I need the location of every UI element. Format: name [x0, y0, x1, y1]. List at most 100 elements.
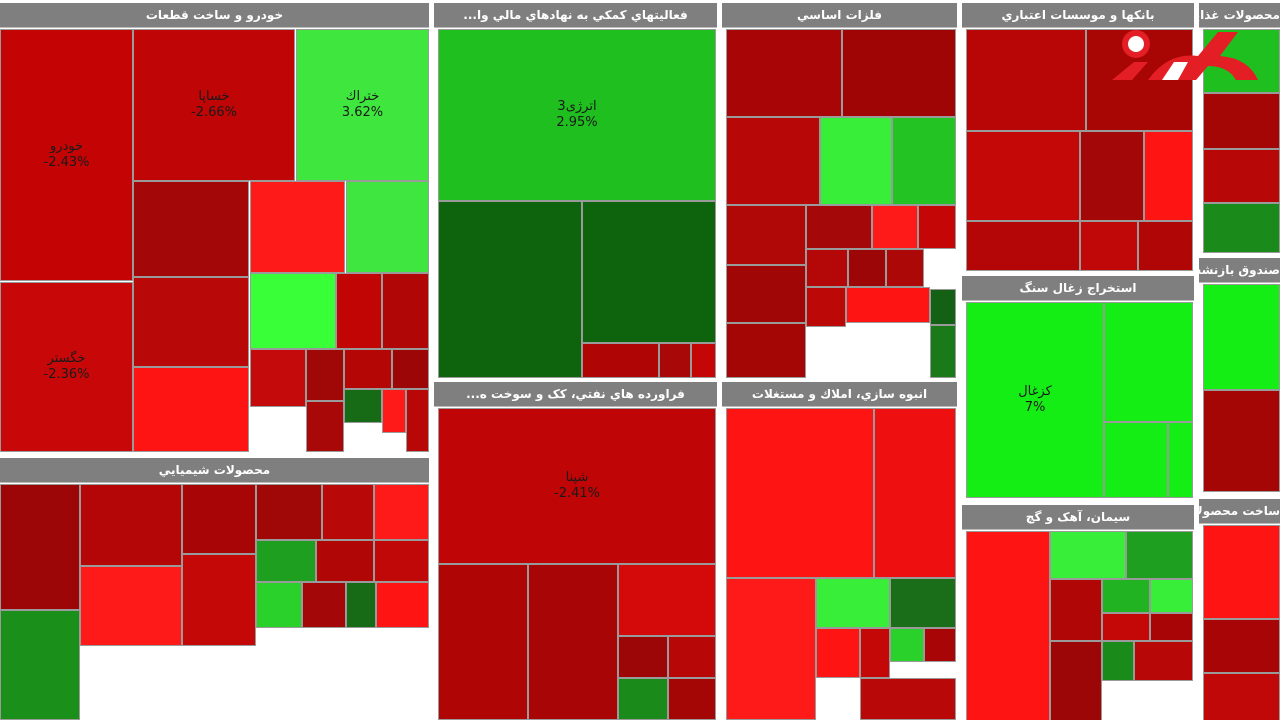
treemap-cell[interactable]: [618, 678, 668, 720]
treemap-cell[interactable]: [1080, 131, 1144, 221]
treemap-cell[interactable]: خگستر -2.36%: [0, 282, 133, 452]
treemap-cell[interactable]: [1203, 390, 1280, 492]
treemap-cell[interactable]: [892, 117, 956, 205]
treemap-cell[interactable]: [966, 531, 1050, 720]
treemap-cell[interactable]: [1050, 531, 1126, 579]
treemap-cell[interactable]: [806, 287, 846, 327]
treemap-cell[interactable]: [316, 540, 374, 582]
treemap-cell[interactable]: [182, 554, 256, 646]
treemap-cell[interactable]: [1138, 221, 1193, 271]
treemap-cell[interactable]: [306, 349, 344, 401]
treemap-cell[interactable]: [382, 389, 406, 433]
treemap-cell[interactable]: [806, 249, 848, 287]
treemap-cell[interactable]: [668, 678, 716, 720]
treemap-cell[interactable]: [1203, 673, 1280, 720]
treemap-cell[interactable]: [1203, 284, 1280, 390]
treemap-cell[interactable]: [0, 610, 80, 720]
treemap-cell[interactable]: [80, 566, 182, 646]
treemap-cell[interactable]: [302, 582, 346, 628]
treemap-cell[interactable]: [1150, 613, 1193, 641]
treemap-cell[interactable]: [346, 181, 429, 273]
treemap-cell[interactable]: [860, 628, 890, 678]
treemap-cell[interactable]: [1203, 149, 1280, 203]
treemap-cell[interactable]: [918, 205, 956, 249]
treemap-cell[interactable]: [382, 273, 429, 349]
treemap-cell[interactable]: [1144, 131, 1193, 221]
treemap-cell[interactable]: [726, 117, 820, 205]
treemap-cell[interactable]: [726, 205, 806, 265]
treemap-cell[interactable]: [820, 117, 892, 205]
treemap-cell[interactable]: [582, 343, 659, 378]
treemap-cell[interactable]: [376, 582, 429, 628]
treemap-cell[interactable]: [874, 408, 956, 578]
treemap-cell[interactable]: ختراك 3.62%: [296, 29, 429, 181]
treemap-cell[interactable]: [1102, 613, 1150, 641]
treemap-cell[interactable]: [392, 349, 429, 389]
treemap-cell[interactable]: [1102, 641, 1134, 681]
treemap-cell[interactable]: [528, 564, 618, 720]
treemap-cell[interactable]: [250, 181, 345, 273]
treemap-cell[interactable]: [133, 181, 249, 277]
treemap-cell[interactable]: [726, 265, 806, 323]
treemap-cell[interactable]: [322, 484, 374, 540]
treemap-cell[interactable]: [726, 29, 842, 117]
treemap-cell[interactable]: [1203, 203, 1280, 253]
treemap-cell[interactable]: [618, 564, 716, 636]
treemap-cell[interactable]: [886, 249, 924, 287]
treemap-cell[interactable]: [691, 343, 716, 378]
treemap-cell[interactable]: [438, 201, 582, 378]
treemap-cell[interactable]: [1168, 422, 1193, 498]
treemap-cell[interactable]: خودرو -2.43%: [0, 29, 133, 281]
treemap-cell[interactable]: [344, 389, 382, 423]
treemap-cell[interactable]: [1203, 619, 1280, 673]
treemap-cell[interactable]: [1126, 531, 1193, 579]
treemap-cell[interactable]: [872, 205, 918, 249]
treemap-cell[interactable]: [250, 273, 336, 349]
treemap-cell[interactable]: [1104, 422, 1168, 498]
treemap-cell[interactable]: [1102, 579, 1150, 613]
treemap-cell[interactable]: [374, 484, 429, 540]
treemap-cell[interactable]: [816, 578, 890, 628]
treemap-cell[interactable]: [930, 325, 956, 378]
treemap-cell[interactable]: [1050, 579, 1102, 641]
treemap-cell[interactable]: [406, 389, 429, 452]
treemap-cell[interactable]: [256, 484, 322, 540]
treemap-cell[interactable]: [80, 484, 182, 566]
treemap-cell[interactable]: [726, 578, 816, 720]
treemap-cell[interactable]: [582, 201, 716, 343]
treemap-cell[interactable]: [846, 287, 930, 323]
treemap-cell[interactable]: [1080, 221, 1138, 271]
treemap-cell[interactable]: شپنا -2.41%: [438, 408, 716, 564]
treemap-cell[interactable]: [806, 205, 872, 249]
treemap-cell[interactable]: [726, 408, 874, 578]
treemap-cell[interactable]: [966, 221, 1080, 271]
treemap-cell[interactable]: [668, 636, 716, 678]
treemap-cell[interactable]: [250, 349, 306, 407]
treemap-cell[interactable]: [890, 628, 924, 662]
treemap-cell[interactable]: [256, 540, 316, 582]
treemap-cell[interactable]: [1203, 93, 1280, 149]
treemap-cell[interactable]: [1134, 641, 1193, 681]
treemap-cell[interactable]: [890, 578, 956, 628]
treemap-cell[interactable]: اترژی3 2.95%: [438, 29, 716, 201]
treemap-cell[interactable]: [0, 484, 80, 610]
treemap-cell[interactable]: [726, 323, 806, 378]
treemap-cell[interactable]: [182, 484, 256, 554]
treemap-cell[interactable]: [1203, 525, 1280, 619]
treemap-cell[interactable]: [1150, 579, 1193, 613]
treemap-cell[interactable]: [374, 540, 429, 582]
treemap-cell[interactable]: [133, 367, 249, 452]
treemap-cell[interactable]: [842, 29, 956, 117]
treemap-cell[interactable]: [256, 582, 302, 628]
treemap-cell[interactable]: [966, 29, 1086, 131]
treemap-cell[interactable]: [344, 349, 392, 389]
treemap-cell[interactable]: [1104, 302, 1193, 422]
treemap-cell[interactable]: کزغال 7%: [966, 302, 1104, 498]
treemap-cell[interactable]: [1050, 641, 1102, 720]
treemap-cell[interactable]: [346, 582, 376, 628]
treemap-cell[interactable]: [966, 131, 1080, 221]
treemap-cell[interactable]: [924, 628, 956, 662]
treemap-cell[interactable]: [133, 277, 249, 367]
treemap-cell[interactable]: [438, 564, 528, 720]
treemap-cell[interactable]: [306, 401, 344, 452]
